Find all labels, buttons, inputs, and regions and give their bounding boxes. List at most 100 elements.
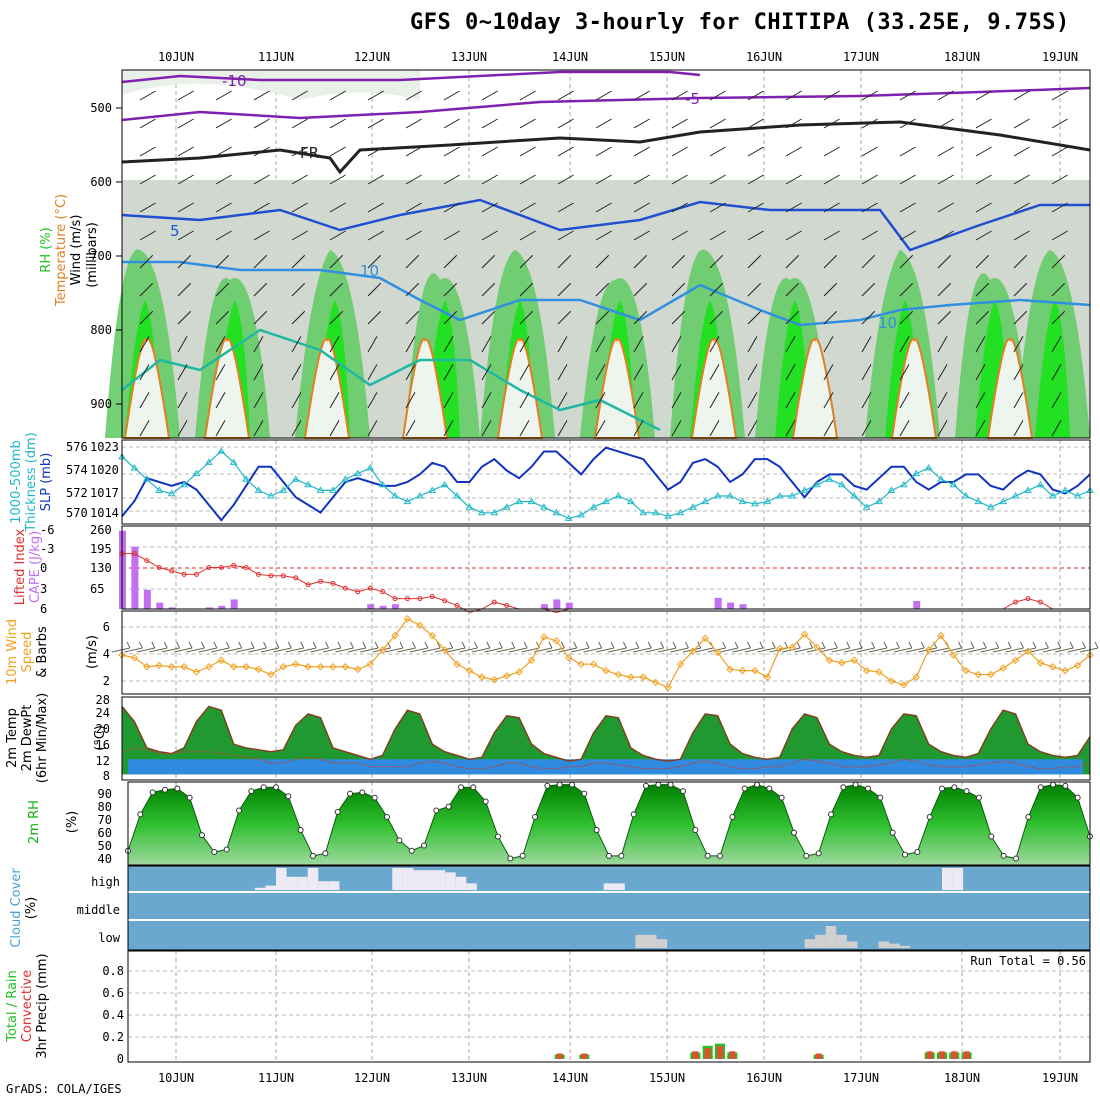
wind-barb-10m (796, 641, 801, 649)
wind-barb (253, 392, 264, 409)
wind-barb (823, 90, 840, 101)
panel-wind10 (111, 611, 1099, 694)
wind-barb (671, 174, 688, 185)
wind-barb (519, 90, 536, 101)
panel-label-cape: Lifted IndexCAPE (J/kg) (13, 528, 43, 605)
cloud-bar-low (889, 943, 900, 948)
wind-barb (367, 310, 382, 325)
panel-label-line: Speed (20, 632, 35, 673)
cape-bar (714, 597, 722, 609)
wind-barb-10m (856, 647, 875, 653)
wind-barb (747, 392, 758, 409)
li-tick: -6 (40, 523, 54, 537)
wind-speed-marker (639, 673, 647, 681)
wind-barb (1013, 230, 1030, 241)
thickness-marker (403, 497, 412, 505)
cape-bar (143, 589, 151, 609)
li-marker (318, 578, 324, 584)
cape-tick: 260 (90, 523, 112, 537)
contour-label: FR (300, 144, 319, 162)
wind-barb (405, 254, 420, 269)
wind-barb (253, 282, 268, 297)
precip-bar-convective (963, 1051, 970, 1059)
wind-barb (633, 146, 650, 157)
wind-barb-10m (449, 641, 454, 649)
thickness-marker (589, 503, 598, 510)
wind-barb-10m (747, 641, 751, 649)
cape-bar (739, 604, 747, 609)
li-marker (1013, 599, 1019, 605)
panel-label-wind10: 10m WindSpeed& Barbs (5, 619, 50, 685)
wind-barb (291, 90, 308, 101)
panel-label-line: Temperature (°C) (54, 194, 69, 307)
wind-barb-10m (312, 641, 317, 649)
wind-barb-10m (1067, 647, 1086, 653)
wind-barb (443, 90, 460, 101)
cape-bar (205, 607, 213, 609)
rh-marker (458, 784, 464, 791)
wind-barb (785, 336, 796, 353)
day-label-bottom: 18JUN (944, 1071, 980, 1085)
wind-barb (899, 202, 916, 213)
wind-barb (1013, 392, 1024, 409)
wind-barb-10m (771, 641, 776, 649)
panel-frame (127, 950, 1091, 1063)
wind-barb (177, 282, 192, 297)
wind-barb (405, 310, 420, 325)
wind-barb-10m (411, 641, 416, 649)
cloud-bar-high (413, 870, 424, 890)
wind-barb (329, 364, 340, 381)
wind-barb (519, 420, 530, 437)
wind-speed-marker (838, 659, 846, 667)
wind-barb (747, 282, 762, 297)
wind-barb (557, 202, 574, 213)
wind-barb (975, 282, 990, 297)
wind-speed-marker (689, 647, 697, 655)
rh-marker (778, 794, 785, 801)
wind-barb (785, 310, 800, 325)
wind-barb (443, 282, 458, 297)
wind-barb (1051, 90, 1068, 101)
li-marker (380, 589, 386, 595)
wind-barb-10m (595, 647, 615, 653)
cloud-bar-high (318, 881, 329, 890)
thickness-marker (763, 497, 772, 505)
wind-barb-10m (1017, 647, 1037, 653)
thickness-marker (391, 492, 399, 499)
panel-pressure (118, 440, 1094, 524)
precip-tick: 0.6 (102, 986, 124, 1000)
precip-tick: 0 (117, 1052, 124, 1066)
rh-marker (667, 781, 674, 788)
wind-speed-marker (155, 661, 163, 670)
thickness-tick: 574 (66, 463, 88, 477)
wind-barb (1051, 118, 1068, 129)
wind-barb (671, 202, 688, 213)
wind-barb-10m (871, 641, 876, 649)
wind-barb (519, 336, 530, 353)
wind-barb (557, 174, 574, 185)
wind-barb (215, 282, 230, 297)
wind-barb (671, 146, 688, 157)
wind-barb (975, 146, 992, 157)
wind-barb-10m (573, 641, 578, 649)
wind-barb (595, 90, 612, 101)
wind-barb-10m (124, 647, 143, 653)
cloud-level-high: high (91, 875, 120, 889)
wind-barb (177, 336, 188, 353)
panel-frame (121, 525, 1091, 610)
wind-barb (747, 146, 764, 157)
rh-marker (334, 808, 341, 815)
li-marker (181, 571, 187, 577)
wind-barb (785, 392, 796, 409)
wind-barb (139, 364, 150, 381)
wind-barb (177, 118, 194, 129)
wind-barb (557, 336, 568, 353)
wind-speed-marker (490, 676, 499, 684)
wind-barb (557, 146, 574, 157)
li-marker (193, 571, 199, 577)
wind-barb (253, 202, 270, 213)
wind-speed-marker (875, 668, 883, 676)
wind-speed-marker (887, 677, 896, 685)
wind-barb-10m (895, 641, 900, 649)
wind-barb-10m (201, 641, 205, 649)
